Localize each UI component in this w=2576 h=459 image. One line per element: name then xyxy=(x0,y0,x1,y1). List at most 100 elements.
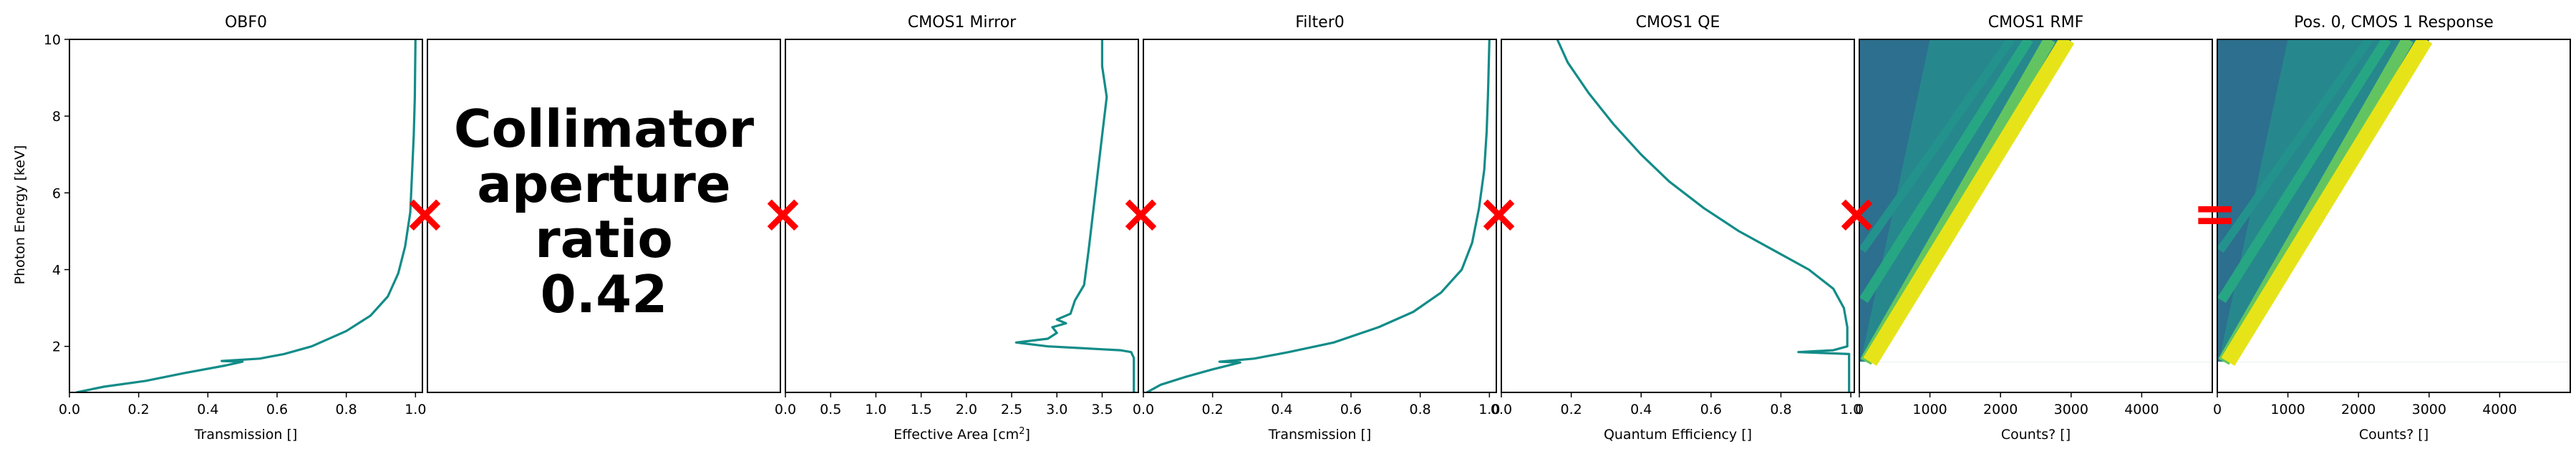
multiply-operator: × xyxy=(760,183,805,245)
plot-area xyxy=(1859,39,2212,392)
heatmap-empty-region xyxy=(1859,362,2212,392)
x-tick-label: 0.6 xyxy=(1340,402,1362,417)
x-tick-label: 0 xyxy=(2213,402,2222,417)
x-tick-label: 1000 xyxy=(1912,402,1947,417)
x-tick-label: 0.4 xyxy=(1271,402,1292,417)
heatmap-ridge xyxy=(2217,39,2391,304)
panel-5: CMOS1 RMF 0 1000 2000 3000 4000 Counts? [] xyxy=(1855,14,2213,443)
x-tick-label: 0.4 xyxy=(197,402,218,417)
heatmap-empty-region xyxy=(2232,39,2570,362)
x-axis-label: Counts? [] xyxy=(2001,427,2071,443)
panel-title: OBF0 xyxy=(225,14,267,32)
x-tick-label: 1.0 xyxy=(865,402,886,417)
multiply-operator: × xyxy=(1834,183,1879,245)
panel-title: Filter0 xyxy=(1295,14,1344,32)
axes-frame xyxy=(2217,39,2571,393)
x-tick-label: 0.6 xyxy=(266,402,288,417)
y-tick-label: 6 xyxy=(52,185,61,201)
plot-area xyxy=(1015,39,1136,392)
x-tick-label: 2000 xyxy=(1983,402,2018,417)
y-axis-label: Photon Energy [keV] xyxy=(12,145,28,285)
y-tick-label: 10 xyxy=(44,32,61,48)
x-tick-label: 0.0 xyxy=(775,402,796,417)
panel-title: CMOS1 Mirror xyxy=(908,14,1017,32)
x-tick-label: 3000 xyxy=(2412,402,2446,417)
series-line xyxy=(1146,39,1491,392)
plot-area xyxy=(76,39,417,392)
panel-3: Filter0 0.0 0.2 0.4 0.6 0.8 1.0 Transmission [] xyxy=(1133,14,1501,443)
axes-frame xyxy=(69,39,423,393)
plot-area xyxy=(1146,39,1491,392)
axes-frame xyxy=(785,39,1139,393)
heatmap-ridge xyxy=(2221,39,2433,366)
axes-frame xyxy=(1859,39,2213,393)
axes-frame xyxy=(1143,39,1497,393)
panel-6: Pos. 0, CMOS 1 Response 0 1000 2000 3000 4000… xyxy=(2213,14,2571,443)
axes-frame xyxy=(1501,39,1855,393)
panel-title: CMOS1 RMF xyxy=(1988,14,2084,32)
multiply-operator: × xyxy=(1476,183,1521,245)
plot-area xyxy=(1556,39,1851,392)
x-tick-label: 0.5 xyxy=(820,402,841,417)
x-tick-label: 3.5 xyxy=(1091,402,1113,417)
annotation-line: Collimator xyxy=(454,99,755,159)
x-tick-label: 3.0 xyxy=(1046,402,1067,417)
heatmap-ridge xyxy=(1859,39,2015,253)
x-tick-label: 3000 xyxy=(2054,402,2088,417)
panel-1: Collimator aperture ratio 0.42 xyxy=(427,39,781,393)
x-tick-label: 1.0 xyxy=(1840,402,1861,417)
multiply-operator: × xyxy=(402,183,447,245)
heatmap-empty-region xyxy=(2217,362,2570,392)
panel-title: Pos. 0, CMOS 1 Response xyxy=(2294,14,2494,32)
x-tick-label: 0.2 xyxy=(1202,402,1224,417)
collimator-annotation: Collimator aperture ratio 0.42 xyxy=(454,99,755,324)
annotation-line: ratio xyxy=(535,209,673,269)
x-tick-label: 1000 xyxy=(2270,402,2305,417)
series-line xyxy=(76,39,417,392)
x-tick-label: 0.0 xyxy=(59,402,80,417)
x-axis-label: Effective Area [cm2] xyxy=(894,426,1030,443)
multiply-operator: × xyxy=(1118,183,1163,245)
x-tick-label: 2.5 xyxy=(1001,402,1022,417)
x-axis-label: Counts? [] xyxy=(2359,427,2429,443)
panel-2: CMOS1 Mirror 0.0 0.5 1.0 1.5 2.0 2.5 3.0 3.5 Effe… xyxy=(775,14,1139,443)
heatmap-ridge xyxy=(1859,39,2033,304)
x-tick-label: 0 xyxy=(1855,402,1864,417)
x-tick-label: 4000 xyxy=(2482,402,2517,417)
x-tick-label: 0.0 xyxy=(1133,402,1154,417)
heatmap-ridge xyxy=(1863,39,2075,366)
x-tick-label: 1.5 xyxy=(911,402,932,417)
panel-4: CMOS1 QE 0.0 0.2 0.4 0.6 0.8 1.0 Quantum Effici… xyxy=(1491,14,1861,443)
panel-title: CMOS1 QE xyxy=(1636,14,1720,32)
plot-area xyxy=(2217,39,2570,392)
x-tick-label: 0.2 xyxy=(1561,402,1582,417)
x-axis-label: Transmission [] xyxy=(194,427,298,443)
x-tick-label: 0.0 xyxy=(1491,402,1512,417)
x-tick-label: 0.8 xyxy=(1770,402,1791,417)
x-tick-label: 2.0 xyxy=(956,402,977,417)
y-tick-label: 4 xyxy=(52,263,61,279)
series-line xyxy=(1015,39,1136,392)
x-axis-label: Quantum Efficiency [] xyxy=(1604,427,1752,443)
x-tick-label: 0.8 xyxy=(1410,402,1431,417)
x-tick-label: 0.6 xyxy=(1700,402,1722,417)
x-tick-label: 2000 xyxy=(2341,402,2376,417)
x-tick-label: 0.2 xyxy=(128,402,150,417)
x-tick-label: 0.4 xyxy=(1630,402,1652,417)
annotation-line: aperture xyxy=(477,154,730,214)
series-line xyxy=(1556,39,1851,392)
y-tick-label: 2 xyxy=(52,339,61,355)
y-tick-label: 8 xyxy=(52,109,61,125)
annotation-line: 0.42 xyxy=(541,264,668,324)
heatmap-ridge xyxy=(2217,39,2373,253)
x-tick-label: 1.0 xyxy=(405,402,426,417)
x-tick-label: 1.0 xyxy=(1478,402,1500,417)
heatmap-empty-region xyxy=(1874,39,2212,362)
x-tick-label: 0.8 xyxy=(336,402,357,417)
x-tick-label: 4000 xyxy=(2124,402,2159,417)
panel-0: OBF0 0.0 0.2 0.4 0.6 0.8 1.0 Transmission [] 2 4 6… xyxy=(44,14,427,443)
axes-frame xyxy=(427,39,781,393)
equals-operator: = xyxy=(2192,183,2237,245)
